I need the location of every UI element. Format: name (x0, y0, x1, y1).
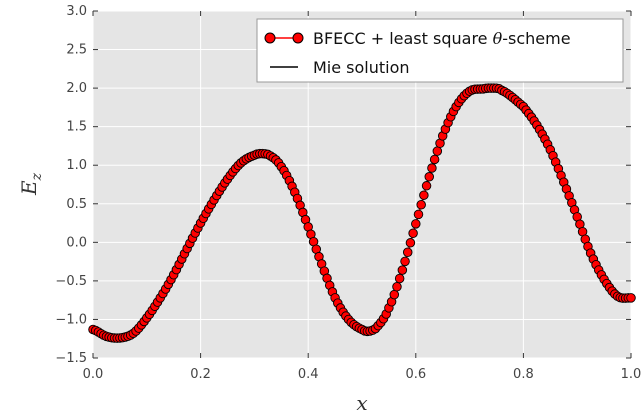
legend-marker-dot-bfecc-right (292, 32, 304, 44)
y-tick-label: −1.0 (55, 312, 87, 327)
legend-marker-dot-bfecc-left (264, 32, 276, 44)
series-point-bfecc (416, 200, 426, 210)
x-axis-label: x (356, 391, 367, 415)
series-point-bfecc (397, 265, 408, 275)
series-point-bfecc (424, 172, 435, 182)
axis-ticks (92, 10, 632, 359)
legend: BFECC + least square θ-scheme Mie soluti… (256, 18, 624, 83)
x-tick-label: 0.2 (190, 367, 211, 382)
y-tick-label: −1.5 (55, 351, 87, 366)
series-point-bfecc (405, 238, 416, 248)
x-tick-labels: 0.0 0.2 0.4 0.6 0.8 1.0 (83, 367, 641, 382)
series-point-bfecc (421, 181, 432, 191)
series-point-bfecc (408, 228, 418, 239)
y-tick-label: 3.0 (66, 4, 87, 19)
y-tick-label: −0.5 (55, 274, 87, 289)
legend-box (256, 18, 624, 83)
x-tick-label: 1.0 (621, 367, 641, 382)
x-tick-label: 0.6 (405, 367, 426, 382)
y-tick-label: 0.5 (66, 197, 87, 212)
series-point-bfecc (400, 256, 410, 267)
series-point-bfecc (392, 282, 402, 292)
y-tick-labels: −1.5 −1.0 −0.5 0.0 0.5 1.0 1.5 2.0 2.5 3.0 (55, 4, 87, 366)
series-point-bfecc (389, 289, 400, 300)
legend-label-bfecc-suffix: -scheme (502, 29, 570, 48)
legend-label-bfecc-prefix: BFECC + least square (313, 29, 493, 48)
y-tick-label: 0.0 (66, 235, 87, 250)
y-tick-label: 1.5 (66, 120, 87, 135)
y-tick-label: 2.0 (66, 81, 87, 96)
x-tick-label: 0.8 (513, 367, 534, 382)
series-point-bfecc (419, 190, 429, 200)
y-axis-label-main: E (17, 180, 41, 196)
legend-label-bfecc-theta: θ (493, 29, 503, 48)
y-axis-label: Ez (17, 172, 45, 196)
series-point-bfecc (429, 154, 440, 165)
series-point-bfecc (411, 219, 421, 229)
y-axis-label-sub: z (29, 172, 45, 181)
series-point-bfecc (626, 293, 636, 303)
x-tick-label: 0.0 (83, 367, 104, 382)
y-tick-label: 1.0 (66, 158, 87, 173)
series-point-bfecc (432, 146, 443, 156)
x-tick-label: 0.4 (298, 367, 319, 382)
series-point-bfecc (402, 247, 413, 257)
y-tick-label: 2.5 (66, 43, 87, 58)
legend-label-mie: Mie solution (313, 58, 410, 77)
series-point-bfecc (427, 163, 437, 173)
legend-label-bfecc: BFECC + least square θ-scheme (313, 29, 571, 48)
series-point-bfecc (394, 273, 405, 284)
series-point-bfecc (413, 209, 424, 220)
series-layer (88, 83, 636, 343)
